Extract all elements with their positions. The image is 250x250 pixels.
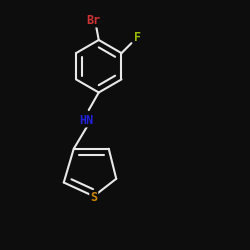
Text: HN: HN [79, 114, 94, 126]
Text: S: S [90, 191, 97, 204]
Text: Br: Br [87, 14, 101, 26]
Text: F: F [134, 31, 141, 44]
